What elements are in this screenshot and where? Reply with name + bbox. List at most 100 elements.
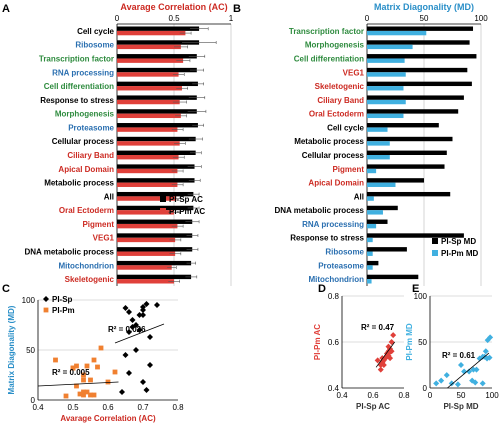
data-point: [136, 327, 143, 333]
y-tick-label: 0.8: [328, 292, 340, 301]
data-point: [74, 383, 79, 389]
bar: [117, 136, 196, 142]
panel-e-scatter: 0 50 100 0 50 100 PI-Sp MD PI-Pm MD R² = 0.61: [405, 292, 499, 411]
bar: [117, 237, 176, 243]
bar: [117, 233, 193, 238]
data-point: [466, 368, 473, 375]
data-point: [84, 389, 90, 395]
bar: [117, 54, 197, 59]
bar: [117, 178, 195, 183]
bar: [367, 150, 447, 155]
x-tick-label: 0: [428, 391, 433, 400]
bar: [367, 113, 404, 119]
data-point: [81, 377, 86, 383]
data-point: [84, 363, 90, 369]
panel-b-bar-chart: Matrix Diagonality (MD) 0 50 100 Transcripti…: [274, 2, 488, 286]
legend-swatch: [432, 250, 438, 256]
category-label: RNA processing: [302, 220, 364, 229]
y-axis-label: PI-Pm AC: [313, 324, 322, 360]
legend-swatch: [432, 238, 438, 244]
x-tick-label: 50: [457, 391, 466, 400]
bar: [367, 223, 377, 229]
bar: [367, 191, 451, 197]
data-point: [88, 377, 93, 383]
bar: [117, 123, 198, 128]
bar: [367, 141, 390, 146]
data-point: [81, 372, 86, 378]
bar: [367, 155, 390, 160]
data-point: [126, 370, 132, 376]
chart-title: Avarage Correlation (AC): [120, 2, 227, 12]
trendline: [114, 323, 165, 344]
data-point: [91, 392, 97, 398]
category-label: Cell differentiation: [294, 54, 364, 63]
bar: [367, 54, 477, 59]
category-label: Mitochondrion: [58, 261, 114, 270]
bar: [117, 99, 180, 105]
x-axis-label: PI-Sp MD: [443, 402, 478, 411]
data-point: [91, 357, 97, 363]
panel-letter-a: A: [2, 3, 10, 15]
y-tick-label: 100: [414, 292, 428, 301]
data-point: [443, 372, 450, 379]
data-point: [81, 389, 86, 395]
data-point: [143, 301, 150, 307]
legend-swatch: [160, 196, 166, 202]
data-point: [433, 380, 440, 387]
bar: [367, 233, 464, 238]
data-point: [140, 307, 146, 313]
y-tick-label: 50: [418, 338, 427, 347]
bar: [117, 81, 198, 87]
category-label: Metabolic process: [294, 137, 364, 146]
bar: [367, 109, 459, 114]
bar: [117, 182, 178, 187]
data-point: [487, 334, 494, 341]
category-label: RNA processing: [52, 68, 114, 77]
data-point: [112, 369, 118, 375]
bar: [367, 123, 439, 128]
bar: [117, 86, 182, 91]
data-point: [53, 357, 58, 363]
x-axis-label: PI-Sp AC: [356, 402, 390, 411]
category-label: Ciliary Band: [317, 96, 364, 105]
panel-letter-b: B: [233, 3, 241, 15]
bar: [117, 251, 176, 256]
category-label: Apical Domain: [58, 165, 114, 174]
bar: [367, 44, 413, 50]
y-axis-label: PI-Pm MD: [405, 323, 414, 361]
x-tick-label: 0.6: [367, 391, 379, 400]
x-tick-label: 0.8: [172, 403, 184, 412]
bar: [117, 260, 192, 266]
category-label: Cellular process: [302, 151, 365, 160]
data-point: [143, 387, 150, 393]
data-point: [140, 312, 146, 318]
data-point: [126, 329, 132, 335]
data-point: [63, 393, 69, 399]
bar: [367, 99, 406, 105]
x-tick-label: 0.4: [32, 403, 44, 412]
category-label: Transcription factor: [289, 27, 364, 36]
bar: [367, 210, 383, 215]
legend-label: PI-Pm: [52, 306, 75, 315]
data-point: [133, 347, 139, 353]
data-point: [74, 363, 79, 369]
category-label: Cell differentiation: [44, 82, 114, 91]
bar: [367, 136, 453, 142]
legend-label: PI-Pm MD: [441, 249, 479, 258]
x-tick-label: 0.7: [137, 403, 149, 412]
data-point: [70, 365, 76, 371]
bar: [117, 279, 174, 284]
bar: [367, 182, 396, 187]
bar: [117, 113, 181, 119]
data-point: [122, 305, 129, 311]
category-label: All: [104, 192, 114, 201]
trendline: [37, 381, 119, 387]
bar: [367, 205, 398, 211]
data-point: [147, 362, 153, 368]
data-point: [43, 296, 49, 302]
data-point: [77, 391, 83, 397]
data-point: [470, 366, 477, 373]
x-tick-label: 0.4: [336, 391, 348, 400]
x-tick-label: 0.8: [398, 391, 410, 400]
